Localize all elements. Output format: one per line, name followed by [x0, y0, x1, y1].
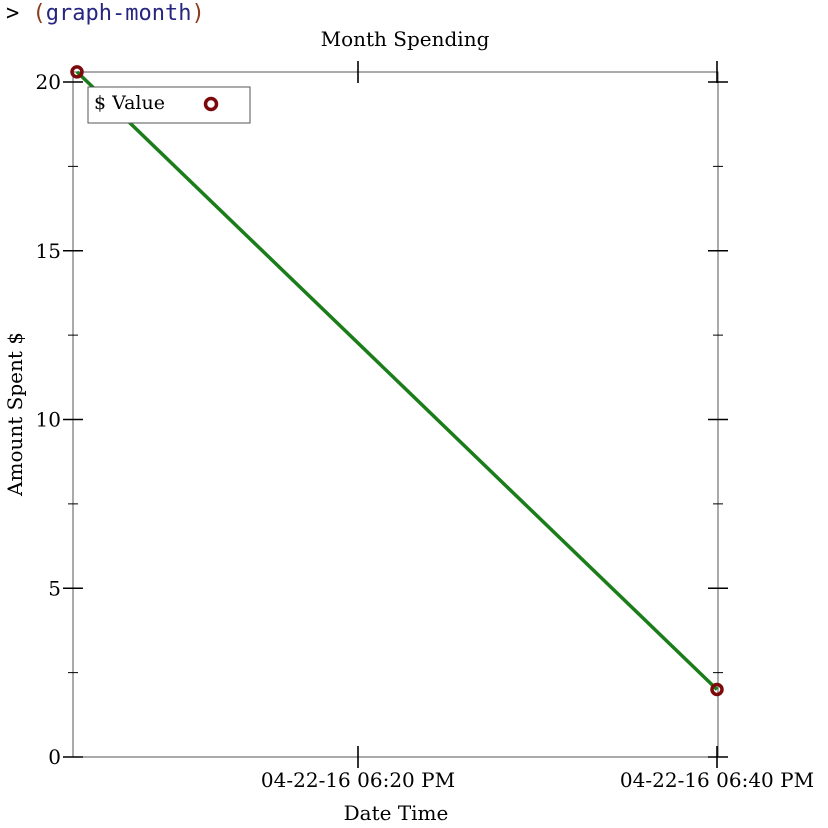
repl-open-paren: (	[32, 1, 46, 26]
repl-close-paren: )	[191, 1, 205, 26]
x-tick-label: 04-22-16 06:40 PM	[620, 768, 814, 792]
repl-prompt: >	[6, 1, 20, 26]
data-point	[70, 65, 84, 79]
repl-command-line: > (graph-month)	[6, 0, 205, 28]
legend-marker	[203, 96, 219, 112]
y-axis: 0 5 10 15 20	[36, 70, 728, 769]
repl-command: graph-month	[45, 1, 192, 26]
plot-area-frame	[72, 71, 719, 758]
y-tick-label: 5	[48, 576, 61, 600]
series-line	[75, 70, 719, 691]
data-point	[710, 682, 724, 697]
y-tick-label: 0	[48, 745, 61, 769]
x-tick-label: 04-22-16 06:20 PM	[261, 768, 455, 792]
series-layer	[70, 65, 724, 697]
legend-label: $ Value	[94, 92, 165, 114]
y-tick-label: 20	[36, 70, 61, 94]
legend-box	[87, 86, 251, 124]
y-axis-label: Amount Spent $	[3, 332, 27, 497]
y-tick-label: 15	[36, 239, 61, 263]
y-tick-label: 10	[36, 408, 61, 432]
x-axis-label: Date Time	[344, 801, 449, 825]
chart-title: Month Spending	[321, 27, 490, 51]
x-axis: 04-22-16 06:20 PM 04-22-16 06:40 PM	[261, 61, 814, 792]
legend: $ Value	[87, 86, 251, 124]
